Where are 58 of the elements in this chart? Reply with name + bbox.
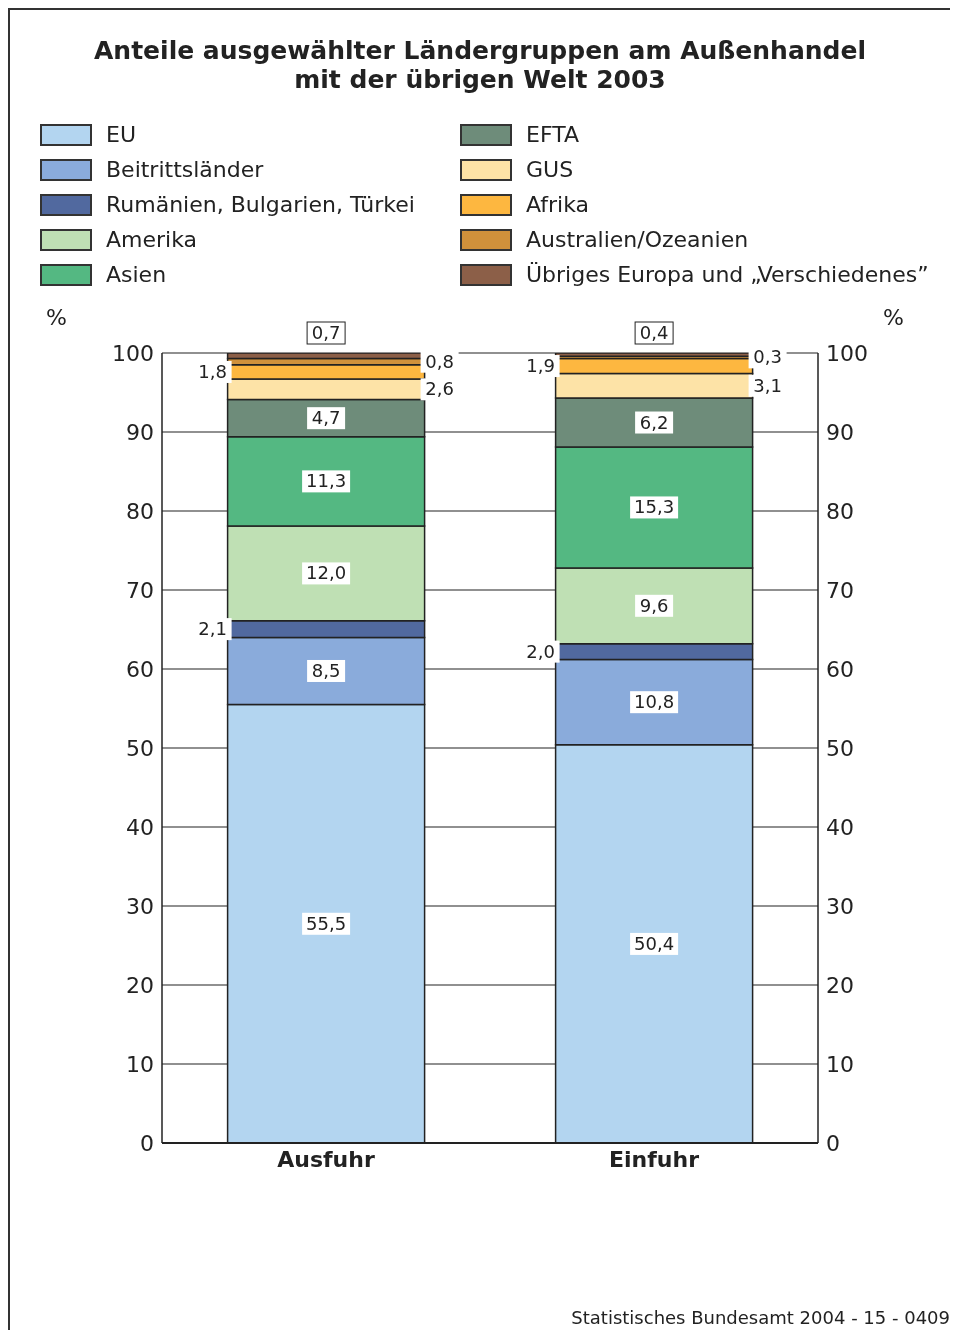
y2-tick-label: 90 [826, 419, 854, 445]
y-tick-label: 20 [126, 972, 154, 998]
data-label: 11,3 [306, 470, 347, 492]
data-label: 15,3 [634, 496, 675, 518]
data-label: 1,9 [526, 355, 555, 377]
legend-label: Asien [106, 262, 167, 287]
y2-tick-label: 60 [826, 656, 854, 682]
y-tick-label: 60 [126, 656, 154, 682]
legend-label: Beitrittsländer [106, 157, 264, 182]
y2-tick-label: 0 [826, 1130, 840, 1156]
y-tick-label: 30 [126, 893, 154, 919]
data-label: 50,4 [634, 932, 675, 954]
data-label: 6,2 [639, 411, 669, 433]
data-label: 2,0 [526, 640, 555, 662]
y-tick-label: 80 [126, 498, 154, 524]
y2-tick-label: 10 [826, 1051, 854, 1077]
x-tick-label: Ausfuhr [277, 1146, 375, 1172]
data-label: 55,5 [306, 912, 347, 934]
y-tick-label: 90 [126, 419, 154, 445]
legend-label: Afrika [526, 192, 590, 217]
data-label: 8,5 [311, 659, 341, 681]
legend-label: GUS [526, 157, 574, 182]
y-tick-label: 50 [126, 735, 154, 761]
y2-tick-label: 70 [826, 577, 854, 603]
y2-tick-label: 30 [826, 893, 854, 919]
data-label: 0,7 [311, 322, 341, 343]
data-label: 4,7 [311, 407, 341, 429]
text: Statistisches Bundesamt 2004 - 15 - 0409 [571, 1307, 950, 1328]
data-label: 9,6 [639, 594, 669, 616]
legend-label: EU [106, 122, 137, 147]
data-label: 0,8 [425, 350, 454, 372]
y2-tick-label: 100 [826, 340, 868, 366]
legend-label: EFTA [526, 122, 579, 147]
chart-title: Anteile ausgewählter Ländergruppen am Außenhandel mit der übrigen Welt 2003 [93, 35, 867, 96]
y2-tick-label: 50 [826, 735, 854, 761]
y-tick-label: 0 [140, 1130, 154, 1156]
y2-tick-label: 20 [826, 972, 854, 998]
y2-tick-label: 40 [826, 814, 854, 840]
y-tick-label: 10 [126, 1051, 154, 1077]
data-label: 1,8 [198, 360, 227, 382]
y-axis-title: % [46, 304, 67, 330]
legend-label: Rumänien, Bulgarien, Türkei [106, 192, 415, 217]
legend-label: Australien/Ozeanien [526, 227, 749, 252]
y-tick-label: 70 [126, 577, 154, 603]
data-label: 10,8 [634, 691, 675, 713]
data-label: 0,3 [753, 346, 782, 368]
data-label: 2,6 [425, 378, 454, 400]
legend-label: Übriges Europa und „Verschiedenes” [526, 262, 929, 287]
data-label: 3,1 [753, 374, 782, 396]
y2-tick-label: 80 [826, 498, 854, 524]
data-label: 2,1 [198, 618, 227, 640]
y-tick-label: 100 [112, 340, 154, 366]
data-label: 0,4 [639, 322, 669, 343]
data-label: 12,0 [306, 562, 347, 584]
y-tick-label: 40 [126, 814, 154, 840]
y2-axis-title: % [883, 304, 904, 330]
x-tick-label: Einfuhr [609, 1146, 700, 1172]
legend-label: Amerika [106, 227, 198, 252]
